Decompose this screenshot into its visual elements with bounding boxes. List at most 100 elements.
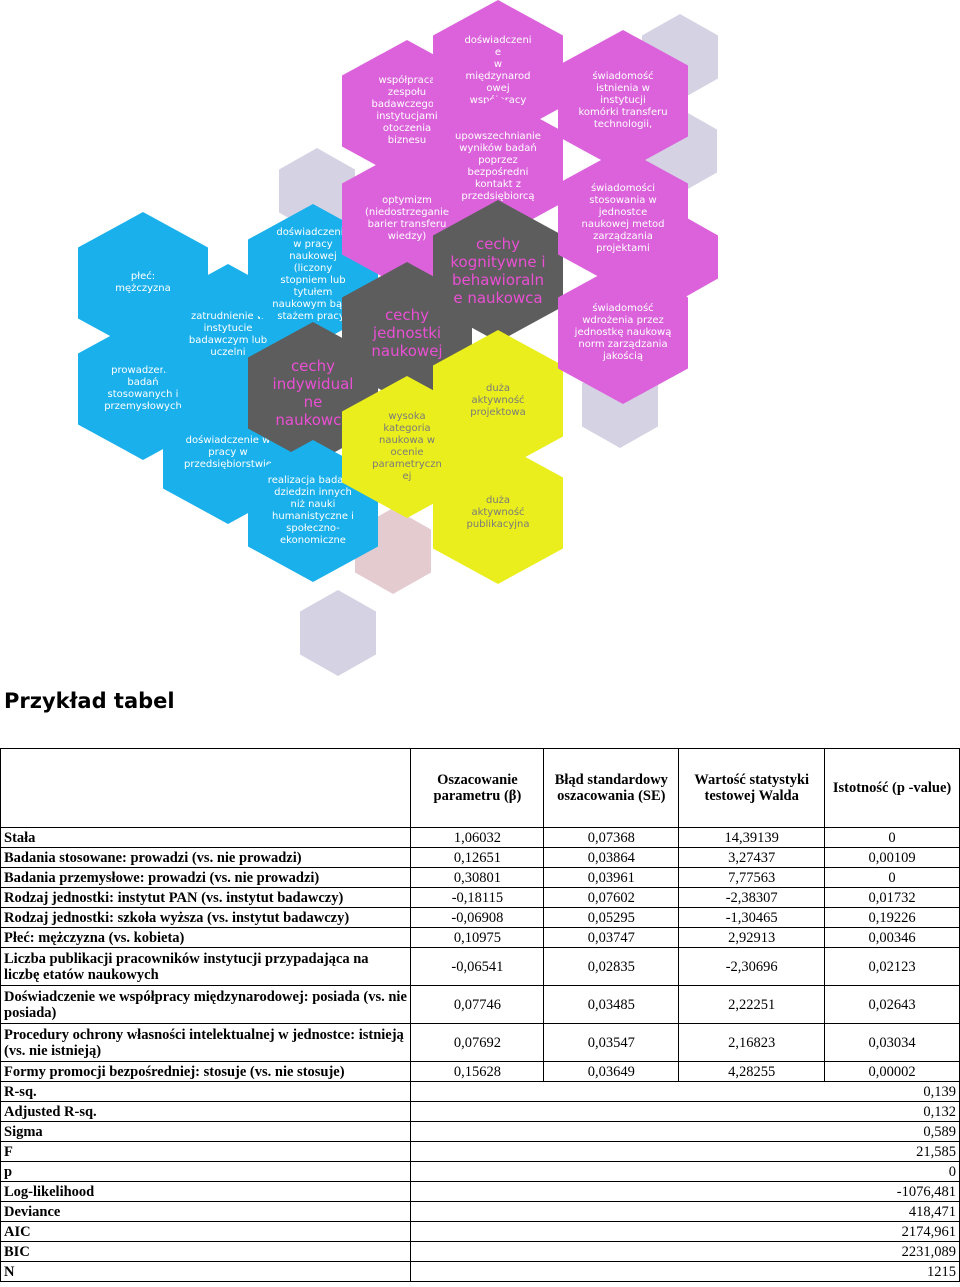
cell-p-value: 0,19226 bbox=[824, 907, 960, 928]
stat-row: AIC 2174,961 bbox=[0, 1221, 960, 1242]
stat-label: Sigma bbox=[0, 1121, 412, 1142]
table-header-row: Oszacowanie parametru (β) Błąd standardo… bbox=[0, 748, 960, 828]
table-row: Procedury ochrony własności intelektualn… bbox=[0, 1023, 960, 1062]
stat-label: p bbox=[0, 1161, 412, 1182]
section-title: Przykład tabel bbox=[4, 689, 175, 713]
table-row: Rodzaj jednostki: instytut PAN (vs. inst… bbox=[0, 887, 960, 908]
stat-value: 0 bbox=[410, 1161, 960, 1182]
stat-row: F 21,585 bbox=[0, 1141, 960, 1162]
header-std-error: Błąd standardowy oszacowania (SE) bbox=[543, 748, 680, 828]
table-row: Badania przemysłowe: prowadzi (vs. nie p… bbox=[0, 867, 960, 888]
stat-label: Log-likelihood bbox=[0, 1181, 412, 1202]
stat-value: 0,132 bbox=[410, 1101, 960, 1122]
cell-wald: 3,27437 bbox=[678, 847, 826, 868]
cell-p-value: 0,02123 bbox=[824, 947, 960, 986]
stat-row: Deviance 418,471 bbox=[0, 1201, 960, 1222]
row-label: Formy promocji bezpośredniej: stosuje (v… bbox=[0, 1061, 412, 1082]
cell-wald: 2,16823 bbox=[678, 1023, 826, 1062]
hexagon-quality-norms-awareness: świadomość wdrożenia przez jednostkę nau… bbox=[558, 262, 688, 404]
table-row: Rodzaj jednostki: szkoła wyższa (vs. ins… bbox=[0, 907, 960, 928]
cell-wald: 2,22251 bbox=[678, 985, 826, 1024]
cell-estimate: 0,30801 bbox=[410, 867, 545, 888]
cell-p-value: 0,02643 bbox=[824, 985, 960, 1024]
cell-p-value: 0,00346 bbox=[824, 927, 960, 948]
cell-std-error: 0,03547 bbox=[543, 1023, 680, 1062]
hexagon-research-fields: realizacja badań z dziedzin innych niż n… bbox=[248, 440, 378, 582]
cell-std-error: 0,02835 bbox=[543, 947, 680, 986]
stat-row: Log-likelihood -1076,481 bbox=[0, 1181, 960, 1202]
stat-row: R-sq. 0,139 bbox=[0, 1081, 960, 1102]
cell-p-value: 0,03034 bbox=[824, 1023, 960, 1062]
stat-value: -1076,481 bbox=[410, 1181, 960, 1202]
stat-value: 0,589 bbox=[410, 1121, 960, 1142]
row-label: Płeć: mężczyzna (vs. kobieta) bbox=[0, 927, 412, 948]
cell-estimate: 1,06032 bbox=[410, 827, 545, 848]
cell-estimate: -0,06908 bbox=[410, 907, 545, 928]
table-row: Badania stosowane: prowadzi (vs. nie pro… bbox=[0, 847, 960, 868]
stat-value: 21,585 bbox=[410, 1141, 960, 1162]
cell-wald: 2,92913 bbox=[678, 927, 826, 948]
stat-value: 418,471 bbox=[410, 1201, 960, 1222]
stat-row: N 1215 bbox=[0, 1261, 960, 1282]
cell-wald: 7,77563 bbox=[678, 867, 826, 888]
hexagon-diagram: płeć: mężczyzna prowadzenie badań stosow… bbox=[78, 0, 718, 676]
stat-row: BIC 2231,089 bbox=[0, 1241, 960, 1262]
stat-label: R-sq. bbox=[0, 1081, 412, 1102]
row-label: Liczba publikacji pracowników instytucji… bbox=[0, 947, 412, 986]
cell-wald: 14,39139 bbox=[678, 827, 826, 848]
hexagon-cognitive-traits: cechy kognitywne i behawioraln e naukowc… bbox=[433, 200, 563, 342]
cell-std-error: 0,03747 bbox=[543, 927, 680, 948]
stat-value: 2174,961 bbox=[410, 1221, 960, 1242]
cell-wald: -2,30696 bbox=[678, 947, 826, 986]
cell-p-value: 0,00002 bbox=[824, 1061, 960, 1082]
header-blank bbox=[0, 748, 412, 828]
header-p-value: Istotność (p -value) bbox=[824, 748, 960, 828]
cell-p-value: 0,01732 bbox=[824, 887, 960, 908]
cell-std-error: 0,05295 bbox=[543, 907, 680, 928]
header-estimate: Oszacowanie parametru (β) bbox=[410, 748, 545, 828]
cell-p-value: 0,00109 bbox=[824, 847, 960, 868]
table-row: Formy promocji bezpośredniej: stosuje (v… bbox=[0, 1061, 960, 1082]
row-label: Doświadczenie we współpracy międzynarodo… bbox=[0, 985, 412, 1024]
stat-label: Adjusted R-sq. bbox=[0, 1101, 412, 1122]
cell-std-error: 0,03649 bbox=[543, 1061, 680, 1082]
cell-std-error: 0,07602 bbox=[543, 887, 680, 908]
cell-estimate: -0,18115 bbox=[410, 887, 545, 908]
row-label: Procedury ochrony własności intelektualn… bbox=[0, 1023, 412, 1062]
table-row: Doświadczenie we współpracy międzynarodo… bbox=[0, 985, 960, 1024]
hexagon-tech-transfer-awareness: świadomość istnienia w instytucji komórk… bbox=[558, 30, 688, 172]
regression-table: Oszacowanie parametru (β) Błąd standardo… bbox=[0, 748, 960, 1282]
stat-row: Sigma 0,589 bbox=[0, 1121, 960, 1142]
stat-label: BIC bbox=[0, 1241, 412, 1262]
stat-label: AIC bbox=[0, 1221, 412, 1242]
cell-std-error: 0,03485 bbox=[543, 985, 680, 1024]
cell-estimate: 0,15628 bbox=[410, 1061, 545, 1082]
row-label: Rodzaj jednostki: szkoła wyższa (vs. ins… bbox=[0, 907, 412, 928]
row-label: Stała bbox=[0, 827, 412, 848]
cell-p-value: 0 bbox=[824, 867, 960, 888]
cell-estimate: 0,12651 bbox=[410, 847, 545, 868]
table-row: Płeć: mężczyzna (vs. kobieta) 0,10975 0,03… bbox=[0, 927, 960, 948]
stat-label: N bbox=[0, 1261, 412, 1282]
cell-estimate: 0,10975 bbox=[410, 927, 545, 948]
cell-estimate: 0,07746 bbox=[410, 985, 545, 1024]
cell-estimate: 0,07692 bbox=[410, 1023, 545, 1062]
decorative-hexagon bbox=[300, 590, 376, 676]
cell-std-error: 0,07368 bbox=[543, 827, 680, 848]
row-label: Badania przemysłowe: prowadzi (vs. nie p… bbox=[0, 867, 412, 888]
stat-row: Adjusted R-sq. 0,132 bbox=[0, 1101, 960, 1122]
cell-std-error: 0,03961 bbox=[543, 867, 680, 888]
row-label: Rodzaj jednostki: instytut PAN (vs. inst… bbox=[0, 887, 412, 908]
row-label: Badania stosowane: prowadzi (vs. nie pro… bbox=[0, 847, 412, 868]
stat-value: 0,139 bbox=[410, 1081, 960, 1102]
cell-std-error: 0,03864 bbox=[543, 847, 680, 868]
header-wald: Wartość statystyki testowej Walda bbox=[678, 748, 826, 828]
cell-wald: -2,38307 bbox=[678, 887, 826, 908]
stat-value: 1215 bbox=[410, 1261, 960, 1282]
cell-estimate: -0,06541 bbox=[410, 947, 545, 986]
stat-label: Deviance bbox=[0, 1201, 412, 1222]
cell-wald: 4,28255 bbox=[678, 1061, 826, 1082]
table-row: Stała 1,06032 0,07368 14,39139 0 bbox=[0, 827, 960, 848]
stat-value: 2231,089 bbox=[410, 1241, 960, 1262]
